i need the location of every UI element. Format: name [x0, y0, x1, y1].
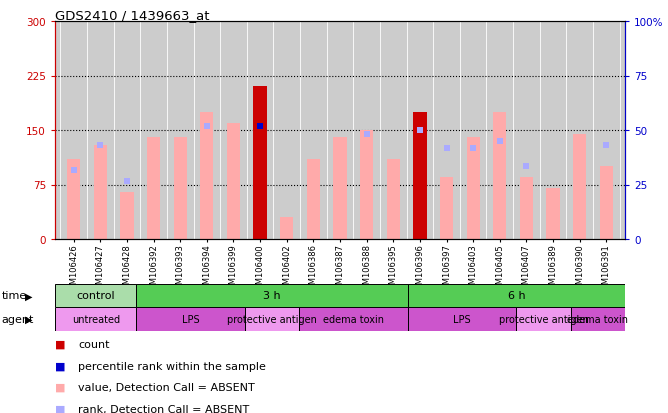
Bar: [136, 307, 245, 331]
Text: ▶: ▶: [25, 291, 33, 301]
Text: ■: ■: [55, 404, 65, 413]
Bar: [546, 189, 560, 240]
Bar: [360, 131, 373, 240]
Bar: [94, 145, 107, 240]
Bar: [307, 160, 320, 240]
Text: LPS: LPS: [182, 314, 200, 324]
Text: ■: ■: [55, 361, 65, 370]
Bar: [600, 167, 613, 240]
Bar: [466, 138, 480, 240]
Text: protective antigen: protective antigen: [498, 314, 589, 324]
Bar: [413, 113, 427, 240]
Bar: [408, 307, 516, 331]
Text: control: control: [76, 291, 115, 301]
Bar: [147, 138, 160, 240]
Bar: [570, 307, 625, 331]
Text: LPS: LPS: [454, 314, 471, 324]
Text: agent: agent: [1, 314, 33, 324]
Text: time: time: [1, 291, 27, 301]
Bar: [55, 284, 136, 307]
Bar: [493, 113, 506, 240]
Text: ■: ■: [55, 382, 65, 392]
Text: value, Detection Call = ABSENT: value, Detection Call = ABSENT: [78, 382, 255, 392]
Bar: [227, 123, 240, 240]
Bar: [387, 160, 400, 240]
Bar: [174, 138, 187, 240]
Text: GDS2410 / 1439663_at: GDS2410 / 1439663_at: [55, 9, 210, 22]
Text: count: count: [78, 339, 110, 349]
Bar: [573, 134, 587, 240]
Bar: [136, 284, 408, 307]
Bar: [67, 160, 80, 240]
Bar: [120, 192, 134, 240]
Text: edema toxin: edema toxin: [567, 314, 629, 324]
Text: percentile rank within the sample: percentile rank within the sample: [78, 361, 267, 370]
Text: 6 h: 6 h: [508, 291, 525, 301]
Bar: [280, 218, 293, 240]
Text: untreated: untreated: [71, 314, 120, 324]
Bar: [333, 138, 347, 240]
Text: edema toxin: edema toxin: [323, 314, 384, 324]
Bar: [200, 113, 214, 240]
Bar: [520, 178, 533, 240]
Bar: [440, 178, 453, 240]
Text: ■: ■: [55, 339, 65, 349]
Text: rank, Detection Call = ABSENT: rank, Detection Call = ABSENT: [78, 404, 250, 413]
Bar: [245, 307, 299, 331]
Bar: [408, 284, 625, 307]
Bar: [253, 87, 267, 240]
Bar: [55, 307, 136, 331]
Bar: [516, 307, 570, 331]
Text: ▶: ▶: [25, 314, 33, 324]
Text: 3 h: 3 h: [263, 291, 281, 301]
Text: protective antigen: protective antigen: [227, 314, 317, 324]
Bar: [299, 307, 408, 331]
